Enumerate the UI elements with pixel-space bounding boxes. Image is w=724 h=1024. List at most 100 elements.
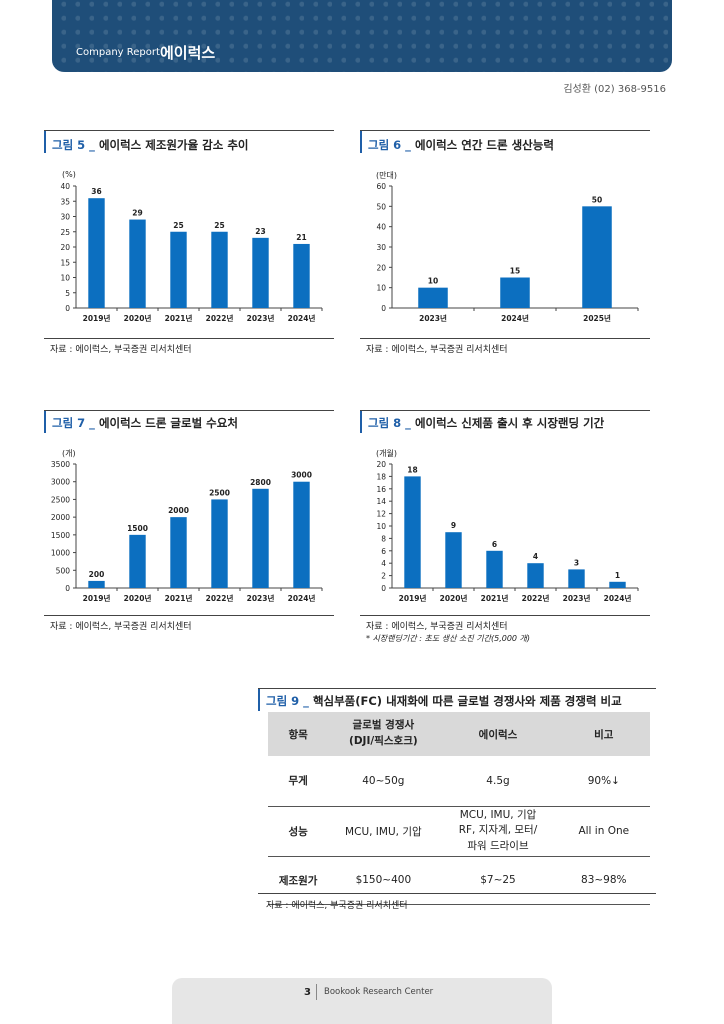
- y-tick-label: 10: [60, 274, 70, 283]
- data-label: 3000: [291, 471, 312, 480]
- figure-6-chart: 0 10 20 30 40 50 60 10 2023년 15 2024년 50 2025년: [376, 182, 639, 323]
- bar: [129, 219, 146, 308]
- figure-5-title: 그림 5 _ 에이럭스 제조원가율 감소 추이: [52, 138, 249, 152]
- y-tick-label: 40: [60, 182, 70, 191]
- x-tick-label: 2024년: [501, 313, 529, 323]
- y-tick-label: 3500: [51, 460, 70, 469]
- x-tick-label: 2023년: [419, 313, 447, 323]
- table-cell: MCU, IMU, 기압: [328, 806, 439, 857]
- table-row: 제조원가 $150~400 $7~25 83~98%: [268, 856, 650, 905]
- x-tick-label: 2023년: [247, 593, 275, 603]
- x-tick-label: 2021년: [165, 593, 193, 603]
- table-header-cell: 에이럭스: [438, 712, 558, 756]
- y-tick-label: 35: [60, 197, 70, 206]
- table-cell: 83~98%: [557, 856, 650, 905]
- table-header-cell: 비고: [557, 712, 650, 756]
- x-tick-label: 2021년: [165, 313, 193, 323]
- data-label: 2000: [168, 506, 189, 515]
- figure-6-source: 자료 : 에이럭스, 부국증권 리서치센터: [366, 345, 508, 355]
- y-tick-label: 1000: [51, 549, 70, 558]
- y-tick-label: 8: [381, 534, 386, 543]
- data-label: 2500: [209, 488, 230, 497]
- table-row-header: 성능: [268, 806, 329, 857]
- figure-7-title: 그림 7 _ 에이럭스 드론 글로벌 수요처: [52, 416, 238, 430]
- y-tick-label: 2: [381, 572, 386, 581]
- data-label: 6: [492, 540, 497, 549]
- figure-7-source: 자료 : 에이럭스, 부국증권 리서치센터: [50, 622, 192, 632]
- bar: [88, 198, 105, 308]
- bar: [609, 581, 626, 588]
- y-tick-label: 25: [60, 228, 70, 237]
- figure-8-bottom-rule: [360, 615, 650, 616]
- y-tick-label: 10: [376, 522, 386, 531]
- y-tick-label: 15: [60, 258, 70, 267]
- data-label: 1: [615, 571, 620, 580]
- data-label: 18: [407, 465, 417, 474]
- figure-8-note: * 시장랜딩기간 : 초도 생산 소진 기간(5,000 개): [366, 634, 531, 643]
- y-tick-label: 0: [65, 584, 70, 593]
- y-tick-label: 500: [56, 566, 71, 575]
- table-row-header: 제조원가: [268, 856, 329, 905]
- figure-8-chart: 0 2 4 6 8 10 12 14 16 18 20 18 2019년 9 2020년 6 2021년 4 202…: [376, 460, 639, 603]
- x-tick-label: 2024년: [604, 593, 632, 603]
- data-label: 23: [255, 227, 265, 236]
- y-tick-label: 0: [381, 304, 386, 313]
- figure-8-title: 그림 8 _ 에이럭스 신제품 출시 후 시장랜딩 기간: [368, 416, 605, 430]
- data-label: 2800: [250, 478, 271, 487]
- bar: [211, 231, 228, 308]
- bar: [170, 517, 187, 588]
- figure-9-bottom-rule: [258, 893, 656, 894]
- table-cell: $150~400: [328, 856, 439, 905]
- data-label: 9: [451, 521, 456, 530]
- x-tick-label: 2022년: [206, 593, 234, 603]
- x-tick-label: 2021년: [481, 593, 509, 603]
- figure-9-source: 자료 : 에이럭스, 부국증권 리서치센터: [266, 901, 408, 911]
- y-tick-label: 5: [65, 289, 70, 298]
- data-label: 50: [592, 195, 602, 204]
- figure-7-accent: [44, 411, 46, 433]
- table-header-row: 항목 글로벌 경쟁사 (DJI/픽스호크) 에이럭스 비고: [268, 712, 650, 756]
- x-tick-label: 2020년: [440, 593, 468, 603]
- table-row-header: 무게: [268, 756, 329, 807]
- data-label: 29: [132, 209, 142, 218]
- bar: [293, 481, 310, 588]
- figure-7-top-rule: [44, 410, 334, 411]
- data-label: 25: [173, 221, 183, 230]
- bar: [88, 580, 105, 588]
- bar: [211, 499, 228, 588]
- figure-6-bottom-rule: [360, 338, 650, 339]
- x-tick-label: 2019년: [83, 593, 111, 603]
- figure-5-accent: [44, 131, 46, 153]
- y-tick-label: 16: [376, 485, 386, 494]
- y-tick-label: 60: [376, 182, 386, 191]
- x-tick-label: 2022년: [522, 593, 550, 603]
- company-name: 에이럭스: [160, 44, 216, 62]
- x-tick-label: 2020년: [124, 593, 152, 603]
- y-tick-label: 2000: [51, 513, 70, 522]
- table-row: 성능 MCU, IMU, 기압 MCU, IMU, 기압 RF, 지자계, 모터…: [268, 806, 650, 857]
- bar: [252, 488, 269, 588]
- data-label: 4: [533, 552, 538, 561]
- figure-8-accent: [360, 411, 362, 433]
- figure-6-accent: [360, 131, 362, 153]
- table-cell: All in One: [557, 806, 650, 857]
- figure-8-unit: (개월): [376, 449, 397, 458]
- y-tick-label: 30: [60, 213, 70, 222]
- table-header-cell: 글로벌 경쟁사 (DJI/픽스호크): [328, 712, 439, 756]
- x-tick-label: 2019년: [399, 593, 427, 603]
- bar: [404, 476, 421, 588]
- y-tick-label: 30: [376, 243, 386, 252]
- figure-8-source: 자료 : 에이럭스, 부국증권 리서치센터: [366, 622, 508, 632]
- y-tick-label: 0: [65, 304, 70, 313]
- x-tick-label: 2024년: [288, 313, 316, 323]
- figure-9-top-rule: [258, 688, 656, 689]
- y-tick-label: 20: [60, 243, 70, 252]
- figure-6-title: 그림 6 _ 에이럭스 연간 드론 생산능력: [368, 138, 554, 152]
- bar: [252, 237, 269, 308]
- x-tick-label: 2019년: [83, 313, 111, 323]
- table-row: 무게 40~50g 4.5g 90%↓: [268, 756, 650, 807]
- figure-5-unit: (%): [62, 170, 76, 179]
- y-tick-label: 40: [376, 223, 386, 232]
- data-label: 3: [574, 558, 579, 567]
- company-report-label: Company Report: [76, 47, 160, 58]
